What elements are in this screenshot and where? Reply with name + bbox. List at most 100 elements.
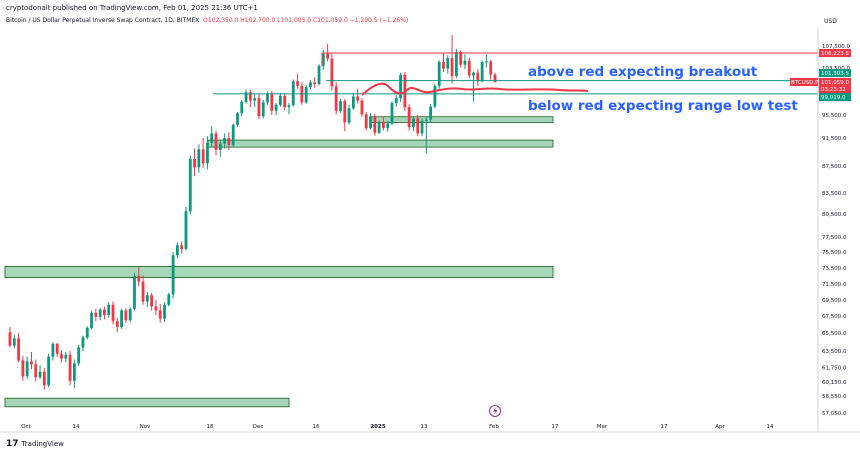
- candle: [472, 71, 475, 102]
- price-tag-label: 106,223.5: [821, 51, 849, 57]
- candle: [377, 120, 381, 134]
- candle: [90, 310, 93, 330]
- candle: [180, 241, 184, 254]
- candle: [85, 326, 89, 340]
- candle: [231, 123, 235, 148]
- y-tick-label: 58,550.0: [822, 394, 847, 400]
- candle: [167, 292, 171, 307]
- zone-1[interactable]: [369, 116, 554, 123]
- candle: [351, 92, 355, 110]
- annotation-text[interactable]: above red expecting breakout: [528, 64, 758, 80]
- candle: [68, 351, 72, 386]
- annotations: above red expecting breakout below red ex…: [528, 64, 798, 114]
- symbol-tag-label: BTCUSD.P: [791, 80, 819, 86]
- candle: [343, 98, 347, 132]
- candle: [420, 118, 424, 137]
- x-tick-label: 2025: [370, 424, 385, 430]
- candle: [450, 35, 454, 84]
- price-tags: 106,223.5 101,303.5 101,059.003:23:32 99,01…: [790, 49, 851, 101]
- y-tick-label: 87,500.0: [822, 164, 847, 170]
- candle: [72, 359, 76, 388]
- x-tick-label: 17: [552, 424, 559, 430]
- candle: [60, 350, 63, 363]
- candle: [463, 54, 467, 70]
- price-tag-label: 101,303.5: [821, 71, 849, 77]
- price-tag: 106,223.5: [819, 49, 851, 57]
- candle: [163, 302, 166, 322]
- time-axis[interactable]: Oct 14 Nov 18 Dec 16 2025 13 Feb 17 Mar 17 Apr 14: [21, 424, 774, 430]
- published-line: cryptodonalt published on TradingView.co…: [6, 4, 258, 12]
- candle: [454, 48, 458, 78]
- candle: [270, 91, 274, 115]
- y-tick-label: 95,500.0: [822, 113, 847, 119]
- candle: [218, 139, 222, 157]
- x-tick-label: Mar: [597, 424, 608, 430]
- tradingview-brand: 17 TradingView: [6, 439, 64, 449]
- candle: [47, 353, 51, 388]
- y-tick-label: 69,500.0: [822, 298, 847, 304]
- x-tick-label: 14: [767, 424, 774, 430]
- candle: [55, 342, 59, 357]
- x-tick-label: Apr: [715, 424, 725, 430]
- price-tag: 101,059.0: [819, 78, 851, 86]
- candle: [223, 133, 226, 149]
- candle: [347, 104, 351, 125]
- y-tick-label: 57,050.0: [822, 411, 847, 417]
- candle: [253, 94, 257, 108]
- candle: [145, 292, 149, 308]
- candle: [442, 52, 445, 73]
- candle: [356, 88, 360, 104]
- x-tick-label: 14: [73, 424, 80, 430]
- zone-4[interactable]: [4, 397, 290, 408]
- lightning-icon[interactable]: [489, 405, 501, 417]
- price-tag-label: 99,019.0: [821, 95, 846, 101]
- zone-3[interactable]: [4, 265, 554, 278]
- candle: [111, 301, 115, 325]
- candle: [158, 304, 162, 323]
- candle: [128, 307, 132, 322]
- annotation-text[interactable]: below red expecting range low test: [528, 98, 798, 114]
- candle: [424, 117, 428, 154]
- candle: [480, 60, 484, 83]
- x-tick-label: 18: [207, 424, 214, 430]
- candle: [34, 359, 38, 382]
- candle: [30, 351, 33, 370]
- candle: [360, 98, 364, 117]
- x-tick-label: Nov: [140, 424, 151, 430]
- candle: [373, 113, 377, 136]
- candle: [412, 116, 415, 132]
- support-zones: [4, 116, 554, 408]
- brand-name: TradingView: [21, 440, 64, 448]
- y-tick-label: 65,500.0: [822, 331, 847, 337]
- price-tag-label: 101,059.0: [821, 80, 849, 86]
- horizontal-levels: [213, 52, 818, 95]
- y-tick-label: 80,500.0: [822, 212, 847, 218]
- candle: [21, 355, 25, 381]
- x-tick-label: 16: [313, 424, 320, 430]
- candle: [171, 252, 175, 299]
- zone-2[interactable]: [207, 139, 554, 148]
- candle: [317, 64, 321, 86]
- candle: [399, 72, 402, 102]
- y-tick-label: 91,500.0: [822, 136, 847, 142]
- candle: [291, 79, 295, 107]
- candle: [330, 53, 334, 91]
- candle: [154, 300, 158, 316]
- candle: [120, 308, 123, 329]
- symbol-info: Bitcoin / US Dollar Perpetual Inverse Sw…: [6, 17, 408, 24]
- candle: [193, 148, 196, 177]
- candle: [244, 89, 248, 104]
- candle: [446, 55, 450, 74]
- price-tag-label: 03:23:32: [821, 87, 846, 93]
- candle: [485, 54, 488, 68]
- candle: [64, 351, 68, 363]
- x-tick-label: 13: [421, 424, 428, 430]
- y-tick-label: 71,500.0: [822, 282, 847, 288]
- candle: [8, 327, 12, 348]
- x-tick-label: Feb: [489, 424, 499, 430]
- candle: [248, 89, 252, 108]
- candle: [25, 356, 29, 379]
- candle: [240, 100, 244, 117]
- candle: [133, 272, 136, 311]
